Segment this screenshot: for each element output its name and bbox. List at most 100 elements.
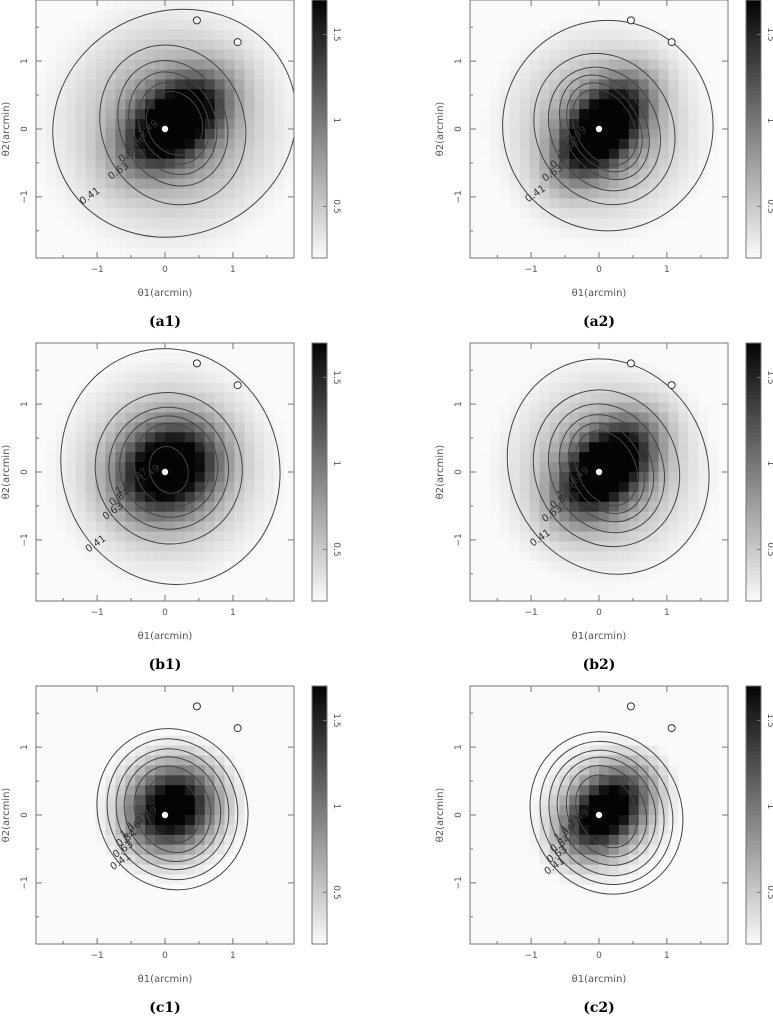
heatmap-cell bbox=[274, 352, 285, 364]
heatmap-cell bbox=[274, 934, 285, 945]
heatmap-cell bbox=[678, 501, 689, 513]
heatmap-cell bbox=[579, 765, 590, 776]
heatmap-cell bbox=[489, 904, 501, 915]
heatmap-cell bbox=[499, 248, 511, 259]
heatmap-cell bbox=[135, 218, 146, 229]
heatmap-cell bbox=[204, 795, 216, 806]
heatmap-cell bbox=[569, 472, 580, 483]
heatmap-cell bbox=[65, 432, 77, 443]
heatmap-cell bbox=[145, 208, 156, 219]
heatmap-cell bbox=[85, 69, 97, 80]
heatmap-cell bbox=[489, 501, 501, 513]
heatmap-cell bbox=[135, 795, 146, 806]
heatmap-cell bbox=[184, 824, 196, 836]
heatmap-cell bbox=[105, 561, 116, 572]
heatmap-cell bbox=[95, 452, 107, 463]
heatmap-cell bbox=[174, 99, 186, 110]
heatmap-cell bbox=[509, 541, 521, 552]
heatmap-cell bbox=[708, 168, 719, 180]
heatmap-cell bbox=[95, 894, 107, 905]
heatmap-cell bbox=[529, 29, 541, 41]
heatmap-cell bbox=[194, 775, 206, 786]
heatmap-cell bbox=[688, 864, 699, 876]
heatmap-cell bbox=[184, 884, 196, 895]
heatmap-cell bbox=[648, 785, 660, 796]
heatmap-cell bbox=[618, 715, 630, 727]
heatmap-cell bbox=[55, 735, 67, 747]
heatmap-cell bbox=[145, 745, 156, 757]
heatmap-cell bbox=[589, 785, 600, 796]
heatmap-cell bbox=[254, 248, 265, 259]
heatmap-cell bbox=[214, 472, 226, 483]
heatmap-cell bbox=[579, 168, 590, 180]
heatmap-cell bbox=[234, 218, 245, 229]
heatmap-cell bbox=[569, 481, 580, 493]
heatmap-cell bbox=[678, 765, 689, 776]
heatmap-cell bbox=[174, 109, 186, 120]
heatmap-cell bbox=[678, 129, 689, 140]
heatmap-cell bbox=[678, 372, 689, 384]
heatmap-cell bbox=[579, 432, 590, 443]
heatmap-cell bbox=[224, 462, 236, 473]
heatmap-cell bbox=[184, 924, 196, 935]
heatmap-cell bbox=[608, 844, 620, 856]
heatmap-cell bbox=[708, 218, 719, 229]
heatmap-cell bbox=[55, 795, 67, 806]
heatmap-cell bbox=[470, 119, 481, 130]
heatmap-cell bbox=[125, 765, 136, 776]
heatmap-cell bbox=[155, 168, 166, 180]
heatmap-cell bbox=[599, 432, 610, 443]
heatmap-cell bbox=[75, 844, 87, 856]
heatmap-cell bbox=[224, 695, 236, 707]
heatmap-cell bbox=[519, 775, 531, 786]
heatmap-cell bbox=[214, 854, 226, 866]
heatmap-cell bbox=[519, 581, 531, 592]
heatmap-cell bbox=[698, 218, 709, 229]
heatmap-cell bbox=[618, 119, 630, 130]
heatmap-cell bbox=[618, 412, 630, 423]
heatmap-cell bbox=[569, 591, 580, 602]
heatmap-cell bbox=[559, 198, 570, 209]
heatmap-cell bbox=[668, 884, 679, 895]
heatmap-cell bbox=[608, 521, 620, 533]
heatmap-cell bbox=[718, 452, 729, 463]
heatmap-cell bbox=[75, 571, 87, 582]
colorbar-step bbox=[746, 832, 761, 838]
heatmap-cell bbox=[589, 343, 600, 354]
heatmap-cell bbox=[125, 148, 136, 160]
heatmap-cell bbox=[204, 581, 216, 592]
heatmap-cell bbox=[688, 481, 699, 493]
heatmap-cell bbox=[65, 129, 77, 140]
heatmap-cell bbox=[284, 352, 295, 364]
heatmap-cell bbox=[75, 422, 87, 433]
colorbar-step bbox=[746, 480, 761, 486]
contours bbox=[60, 348, 281, 585]
heatmap-cell bbox=[489, 571, 501, 582]
heatmap-cell bbox=[599, 924, 610, 935]
heatmap-cell bbox=[618, 695, 630, 707]
heatmap-cell bbox=[115, 705, 126, 717]
heatmap-cell bbox=[36, 834, 47, 846]
heatmap-cell bbox=[264, 138, 275, 150]
heatmap-cell bbox=[174, 924, 186, 935]
heatmap-cell bbox=[559, 815, 570, 826]
heatmap-cell bbox=[135, 755, 146, 766]
heatmap-cell bbox=[678, 551, 689, 562]
heatmap-cell bbox=[36, 372, 47, 384]
heatmap-cell bbox=[589, 29, 600, 41]
heatmap-cell bbox=[529, 89, 541, 100]
heatmap-cell bbox=[204, 755, 216, 766]
heatmap-cell bbox=[599, 228, 610, 239]
heatmap-cell bbox=[125, 168, 136, 180]
heatmap-cell bbox=[479, 382, 491, 394]
heatmap-cell bbox=[194, 69, 206, 80]
heatmap-cell bbox=[264, 805, 275, 816]
heatmap-cell bbox=[618, 39, 630, 51]
heatmap-cell bbox=[214, 501, 226, 513]
heatmap-cell bbox=[470, 834, 481, 846]
heatmap-cell bbox=[638, 491, 650, 503]
colorbar-step bbox=[746, 733, 761, 739]
heatmap-cell bbox=[135, 148, 146, 160]
heatmap-cell bbox=[55, 392, 67, 404]
heatmap-cell bbox=[95, 39, 107, 51]
